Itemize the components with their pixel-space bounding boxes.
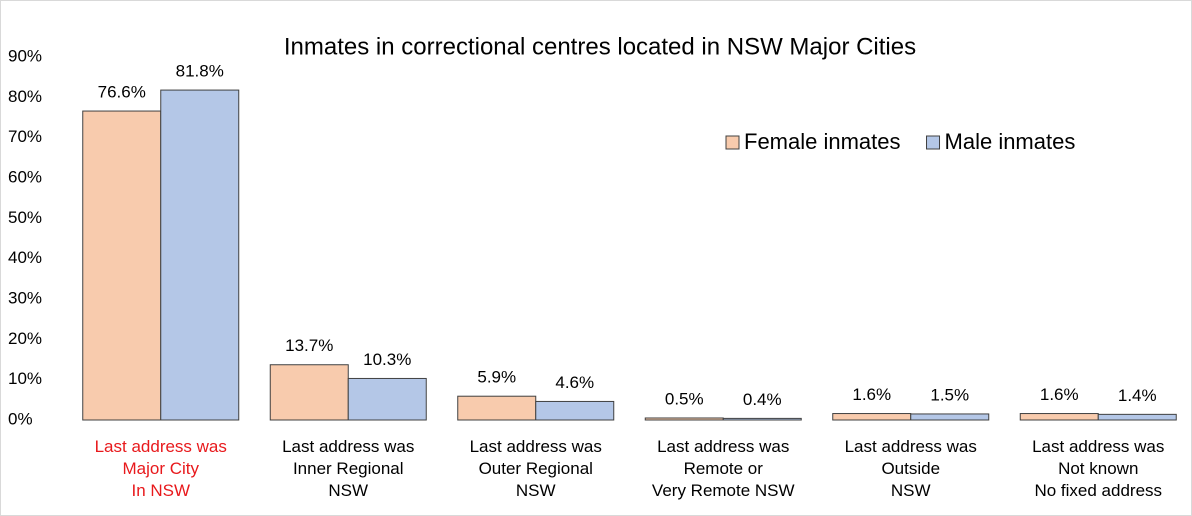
x-tick-label: Last address was Outer Regional NSW [469,437,602,500]
x-tick-label: Last address was Major City In NSW [94,437,227,500]
data-label: 1.6% [852,385,891,404]
x-tick-label: Last address was Outside NSW [844,437,977,500]
data-label: 76.6% [98,83,146,102]
bar [910,413,990,421]
y-tick-label: 90% [8,46,42,65]
data-label: 0.4% [743,390,782,409]
bar [722,417,802,421]
data-label: 1.6% [1040,385,1079,404]
bar [269,364,349,421]
bar [347,377,427,421]
bar [82,110,162,421]
y-tick-label: 30% [8,288,42,307]
y-tick-label: 80% [8,87,42,106]
data-label: 5.9% [477,368,516,387]
y-tick-label: 10% [8,369,42,388]
data-label: 13.7% [285,336,333,355]
y-tick-label: 0% [8,409,33,428]
bar [457,395,537,421]
chart-title: Inmates in correctional centres located … [284,33,916,60]
y-tick-label: 40% [8,248,42,267]
data-label: 10.3% [363,350,411,369]
bar [1019,413,1099,421]
legend-label: Female inmates [744,129,901,154]
legend-swatch [725,135,740,150]
bar [535,400,615,421]
bar [160,89,240,421]
data-label: 1.4% [1118,386,1157,405]
y-tick-label: 60% [8,167,42,186]
bar [1097,413,1177,421]
bar [832,413,912,421]
data-label: 4.6% [555,373,594,392]
y-tick-label: 50% [8,208,42,227]
x-tick-label: Last address was Remote or Very Remote N… [651,437,795,500]
data-label: 1.5% [930,385,969,404]
x-tick-label: Last address was Inner Regional NSW [282,437,415,500]
data-label: 0.5% [665,389,704,408]
data-label: 81.8% [176,62,224,81]
y-tick-label: 20% [8,329,42,348]
legend-label: Male inmates [945,129,1076,154]
x-tick-label: Last address was Not known No fixed addr… [1032,437,1165,500]
legend-swatch [926,135,941,150]
bar [644,417,724,421]
y-tick-label: 70% [8,127,42,146]
